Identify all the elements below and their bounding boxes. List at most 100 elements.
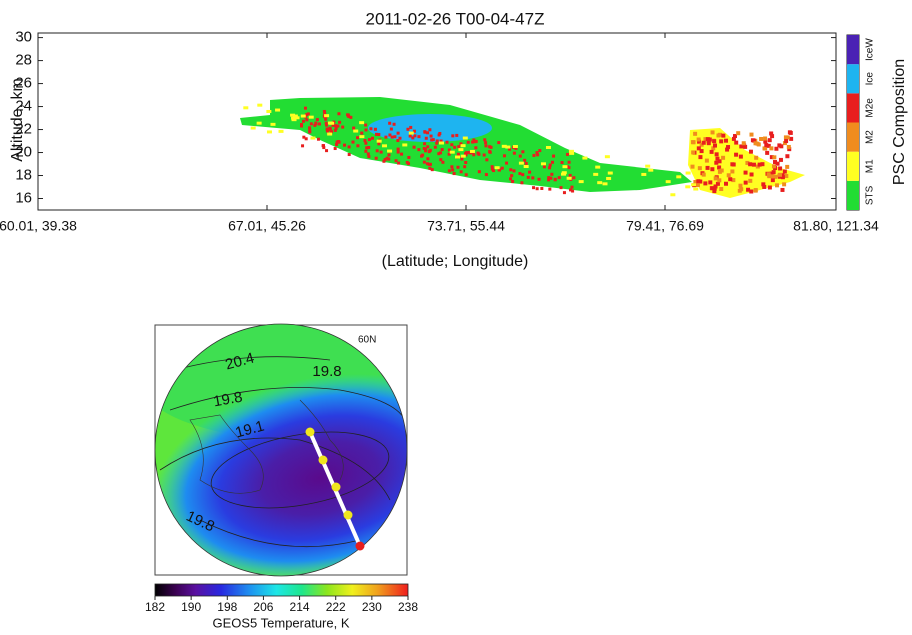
psc-pixel: [766, 172, 771, 177]
psc-pixel: [785, 164, 790, 169]
psc-pixel: [439, 151, 443, 155]
psc-pixel: [731, 178, 736, 183]
psc-pixel: [305, 118, 309, 122]
psc-pixel: [420, 154, 424, 158]
psc-pixel: [717, 165, 722, 170]
psc-pixel: [717, 132, 722, 137]
psc-pixel: [384, 135, 388, 139]
psc-pixel: [746, 187, 751, 192]
psc-pixel: [785, 135, 790, 140]
psc-pixel: [477, 152, 481, 156]
psc-pixel: [535, 151, 539, 155]
psc-pixel: [532, 153, 536, 157]
psc-pixel: [778, 174, 783, 179]
psc-pixel: [523, 158, 527, 162]
psc-pixel: [731, 136, 736, 141]
colorbar-segment: [847, 93, 859, 123]
psc-pixel: [449, 150, 455, 154]
psc-pixel: [743, 180, 748, 185]
psc-pixel: [324, 114, 330, 118]
psc-pixel: [699, 149, 704, 154]
psc-pixel: [693, 179, 698, 184]
psc-pixel: [494, 166, 500, 170]
psc-pixel: [780, 187, 785, 192]
psc-pixel: [775, 161, 780, 166]
track-end: [355, 541, 365, 551]
psc-pixel: [691, 183, 697, 187]
psc-pixel: [349, 115, 353, 119]
colorbar-segment: [847, 151, 859, 181]
psc-pixel: [738, 183, 743, 188]
psc-pixel: [387, 153, 391, 157]
psc-pixel: [325, 123, 329, 127]
psc-pixel: [489, 145, 493, 149]
psc-pixel: [717, 159, 722, 164]
psc-pixel: [778, 166, 783, 171]
psc-pixel: [767, 138, 772, 143]
psc-pixel: [764, 143, 769, 148]
psc-pixel: [676, 175, 682, 179]
psc-pixel: [363, 139, 367, 143]
psc-pixel: [699, 142, 704, 147]
psc-pixel: [426, 131, 430, 135]
psc-pixel: [457, 145, 461, 149]
psc-pixel: [438, 131, 442, 135]
psc-pixel: [367, 145, 371, 149]
psc-pixel: [721, 155, 726, 160]
psc-pixel: [723, 138, 728, 143]
psc-pixel: [316, 137, 320, 141]
psc-pixel: [291, 118, 297, 122]
psc-pixel: [329, 130, 333, 134]
psc-pixel: [784, 139, 789, 144]
psc-pixel: [607, 171, 613, 175]
psc-pixel: [712, 186, 717, 191]
psc-pixel: [425, 162, 429, 166]
psc-pixel: [502, 154, 506, 158]
colorbar-category: M1: [865, 159, 876, 173]
psc-pixel: [396, 131, 400, 135]
psc-pixel: [778, 172, 783, 177]
plot-frame: [37, 32, 837, 211]
contour-label: 19.8: [312, 363, 341, 380]
psc-pixel: [528, 170, 532, 174]
psc-pixel: [508, 147, 512, 151]
track-point: [305, 427, 315, 437]
colorbar-segment: [847, 35, 859, 65]
psc-pixel: [474, 146, 478, 150]
psc-pixel: [456, 165, 460, 169]
psc-pixel: [328, 128, 332, 132]
psc-pixel: [428, 148, 432, 152]
psc-pixel: [566, 176, 572, 180]
psc-pixel: [364, 123, 368, 127]
psc-pixel: [374, 156, 378, 160]
psc-pixel: [540, 186, 544, 190]
psc-pixel: [725, 147, 730, 152]
psc-pixel: [512, 169, 516, 173]
psc-pixel: [741, 141, 746, 146]
psc-pixel: [428, 128, 432, 132]
colorbar-segment: [847, 64, 859, 94]
psc-pixel: [712, 139, 717, 144]
psc-pixel: [387, 157, 391, 161]
psc-pixel: [765, 150, 770, 155]
psc-pixel: [721, 133, 726, 138]
psc-pixel: [712, 189, 717, 194]
psc-pixel: [568, 173, 572, 177]
psc-pixel: [552, 154, 556, 158]
axes-top: 16 18 20 22 24 26 28 30 60.01, 39.38 67.01, 45.26…: [0, 29, 879, 234]
psc-pixel: [430, 168, 434, 172]
psc-pixel: [336, 124, 340, 128]
psc-pixel: [771, 164, 776, 169]
psc-pixel: [453, 145, 457, 149]
psc-pixel: [749, 172, 754, 177]
psc-pixel: [413, 134, 417, 138]
psc-pixel: [703, 181, 708, 186]
colorbar-tick-label: 230: [362, 600, 382, 614]
psc-pixel: [331, 123, 335, 127]
psc-pixel: [364, 141, 368, 145]
psc-pixel: [685, 185, 691, 189]
psc-pixel: [370, 136, 374, 140]
psc-pixel: [347, 153, 351, 157]
psc-pixel: [769, 171, 774, 176]
psc-pixel: [428, 166, 432, 170]
